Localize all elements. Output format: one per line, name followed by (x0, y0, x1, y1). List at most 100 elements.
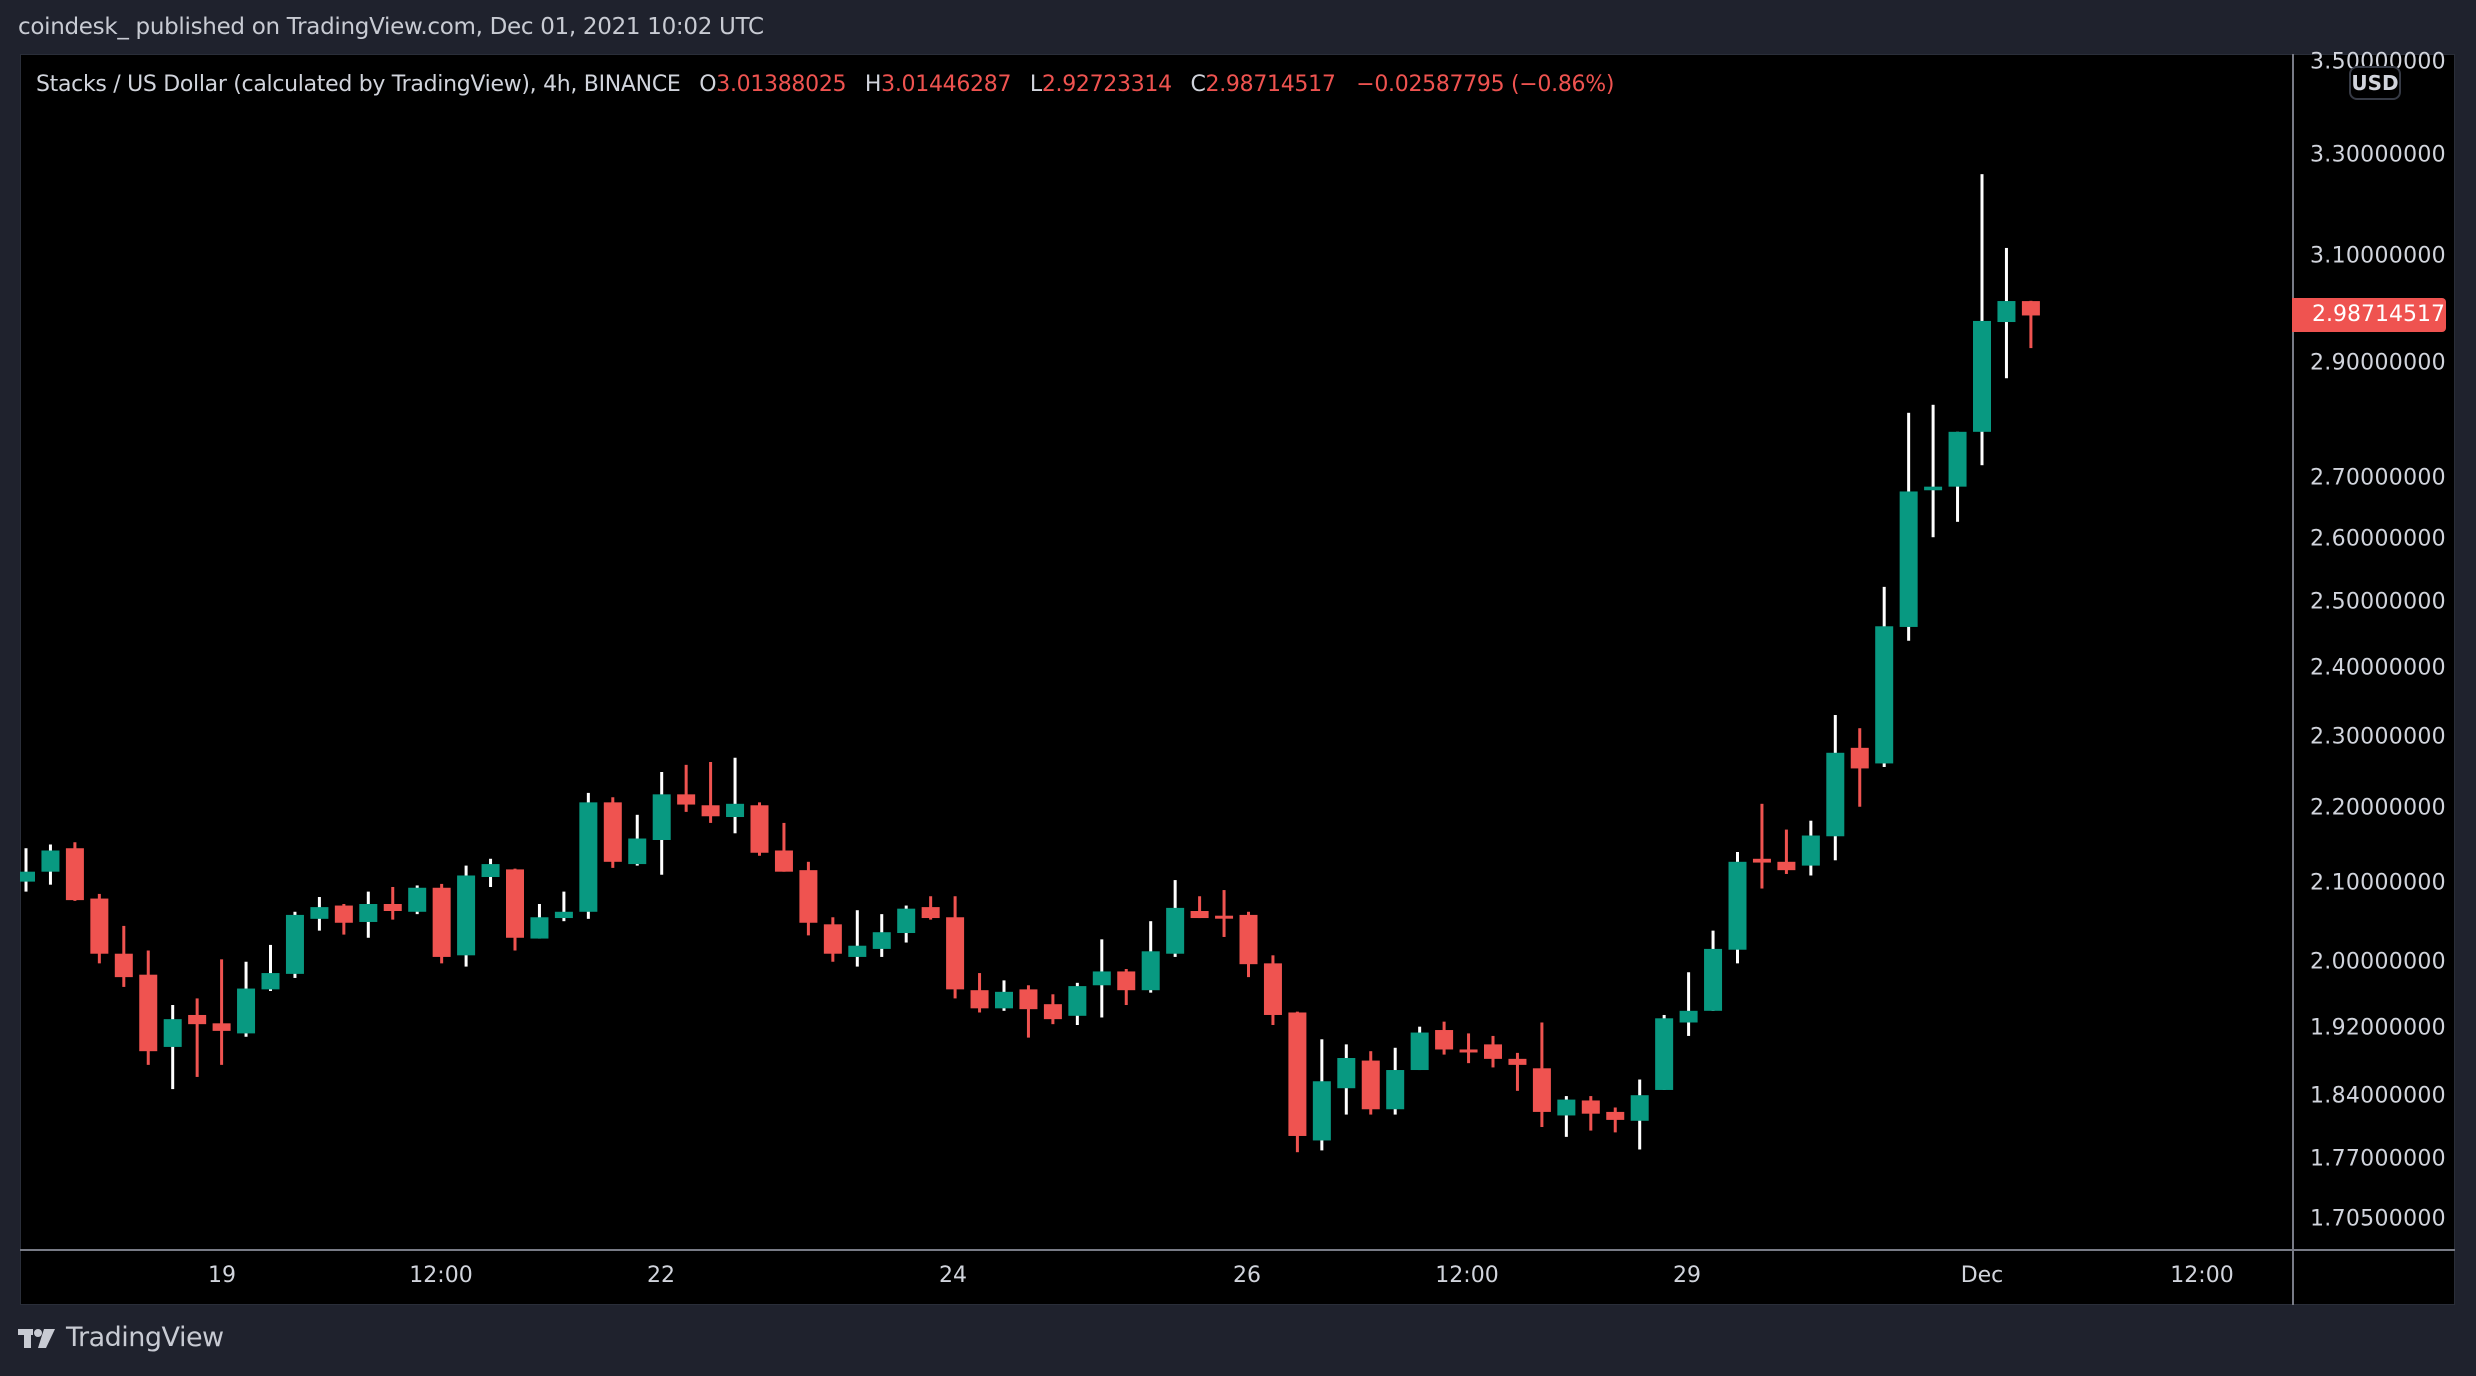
candle-down (946, 896, 965, 999)
open-value: 3.01388025 (716, 72, 847, 97)
candle-down (334, 903, 353, 935)
symbol-title: Stacks / US Dollar (calculated by Tradin… (36, 72, 681, 97)
currency-badge[interactable]: USD (2349, 66, 2401, 100)
candle-down (1288, 1011, 1307, 1153)
time-tick: 19 (208, 1263, 236, 1288)
time-tick: 22 (647, 1263, 675, 1288)
time-tick: 26 (1233, 1263, 1261, 1288)
tradingview-brand: TradingView (66, 1322, 224, 1353)
candle-down (1484, 1035, 1502, 1068)
candle-up (554, 891, 573, 922)
price-tick: 3.30000000 (2310, 142, 2446, 168)
candle-down (188, 998, 207, 1077)
candle-up (1386, 1047, 1405, 1115)
candle-up (163, 1005, 182, 1090)
candle-up (1092, 939, 1111, 1018)
candle-down (1361, 1051, 1380, 1115)
candle-down (1019, 985, 1038, 1038)
candle-down (1190, 896, 1209, 919)
candle-up (1410, 1026, 1429, 1071)
candlestick-plot[interactable] (20, 54, 2292, 1249)
time-tick: Dec (1960, 1263, 2004, 1288)
candle-down (774, 822, 793, 872)
last-price-label: 2.98714517 (2292, 298, 2446, 332)
candle-down (432, 883, 451, 964)
candle-up (408, 885, 427, 915)
candle-up (41, 844, 60, 885)
candle-up (1899, 412, 1918, 641)
publisher-caption: coindesk_ published on TradingView.com, … (18, 14, 764, 40)
tradingview-logo[interactable]: TradingView (18, 1322, 224, 1353)
close-value: 2.98714517 (1205, 72, 1336, 97)
price-tick: 2.90000000 (2310, 350, 2446, 376)
candle-down (603, 797, 622, 868)
high-value: 3.01446287 (881, 72, 1012, 97)
candle-down (1752, 803, 1771, 889)
candle-up (1924, 404, 1943, 538)
candle-up (1312, 1039, 1331, 1151)
candle-up (579, 792, 598, 919)
candle-up (1337, 1044, 1356, 1115)
price-axis-divider (2292, 54, 2294, 1305)
candle-down (1581, 1096, 1600, 1131)
candle-down (1043, 994, 1062, 1025)
candle-down (921, 896, 940, 920)
change-value: −0.02587795 (−0.86%) (1356, 72, 1615, 97)
candle-up (310, 897, 329, 931)
price-tick: 2.60000000 (2310, 526, 2446, 552)
candle-up (1973, 174, 1991, 466)
candle-up (1997, 247, 2016, 379)
candle-down (1606, 1107, 1625, 1133)
candles-svg (20, 174, 2040, 1153)
candle-down (1459, 1033, 1478, 1064)
candle-down (1508, 1052, 1527, 1091)
candle-up (995, 980, 1013, 1011)
candle-down (90, 893, 109, 964)
candle-up (1875, 586, 1894, 767)
candle-down (1532, 1022, 1551, 1128)
candle-down (506, 868, 524, 951)
price-tick: 2.10000000 (2310, 870, 2446, 896)
candle-up (1557, 1096, 1576, 1137)
candle-up (628, 814, 647, 866)
candle-up (1068, 982, 1087, 1025)
candle-up (1826, 715, 1845, 861)
candle-up (872, 914, 891, 957)
price-tick: 2.50000000 (2310, 589, 2446, 615)
candle-up (1166, 880, 1185, 957)
candle-down (65, 842, 84, 901)
open-label: O (699, 72, 717, 97)
candle-down (1263, 955, 1282, 1025)
candle-down (970, 973, 989, 1013)
candle-down (701, 762, 720, 823)
low-value: 2.92723314 (1041, 72, 1172, 97)
candle-up (20, 848, 35, 892)
candle-up (237, 961, 256, 1037)
candle-down (114, 925, 133, 987)
candle-up (897, 905, 916, 943)
price-tick: 1.77000000 (2310, 1146, 2446, 1172)
candle-down (139, 950, 158, 1065)
candle-up (1655, 1014, 1674, 1090)
candle-down (799, 861, 818, 936)
chart-panel (20, 54, 2455, 1305)
candle-down (1850, 728, 1869, 807)
time-tick: 29 (1673, 1263, 1701, 1288)
candle-down (1435, 1021, 1454, 1055)
candle-up (652, 772, 671, 875)
candle-up (261, 944, 280, 992)
price-tick: 2.70000000 (2310, 465, 2446, 491)
candle-down (2021, 300, 2040, 349)
candle-up (457, 865, 476, 967)
close-label: C (1190, 72, 1206, 97)
candle-up (285, 911, 304, 978)
time-tick: 12:00 (409, 1263, 473, 1288)
price-tick: 2.00000000 (2310, 949, 2446, 975)
price-tick: 1.70500000 (2310, 1206, 2446, 1232)
time-tick: 12:00 (2170, 1263, 2234, 1288)
high-label: H (864, 72, 882, 97)
tradingview-logo-icon (18, 1328, 55, 1348)
time-tick: 12:00 (1435, 1263, 1499, 1288)
candle-up (1801, 820, 1820, 876)
low-label: L (1029, 72, 1042, 97)
